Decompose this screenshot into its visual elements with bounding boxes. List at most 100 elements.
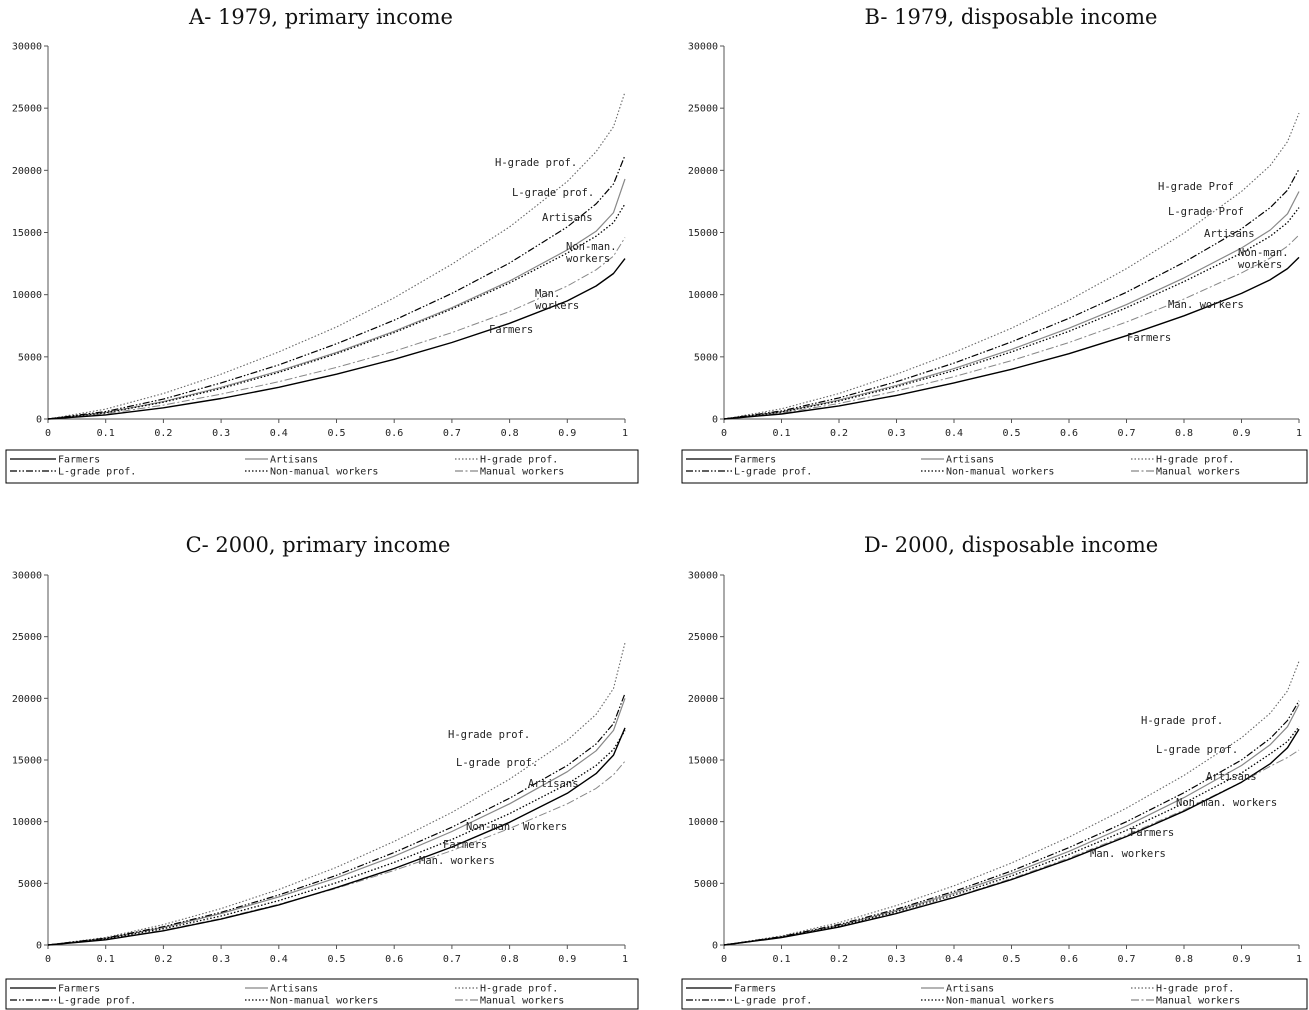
x-tick-label: 0.9 <box>558 428 576 439</box>
series-line-non-manual-workers <box>723 726 1300 946</box>
x-tick-label: 0.2 <box>154 954 172 965</box>
x-tick-label: 0.7 <box>443 954 461 965</box>
series-line-h-grade-prof <box>723 112 1300 420</box>
annotation-label-h-grade-prof: H-grade prof. <box>495 157 577 169</box>
series-line-h-grade-prof <box>47 91 626 420</box>
x-tick-label: 0.7 <box>1117 954 1135 965</box>
legend-label-l-grade-prof: L-grade prof. <box>58 996 136 1007</box>
series-line-l-grade-prof <box>47 155 626 420</box>
y-tick-label: 30000 <box>688 42 718 53</box>
series-line-artisans <box>723 704 1300 946</box>
annotation-label-artisans: Artisans <box>542 212 593 224</box>
annotation-label-non-manual-workers: Non-man. workers <box>1176 797 1277 809</box>
x-tick-label: 0.6 <box>1060 428 1078 439</box>
annotation-label-manual-workers: workers <box>535 300 579 312</box>
x-tick-label: 0.8 <box>1175 428 1193 439</box>
legend-frame <box>5 978 639 1010</box>
chart-title: A- 1979, primary income <box>188 5 453 29</box>
annotation-label-h-grade-prof: H-grade prof. <box>1141 715 1223 727</box>
series-line-non-manual-workers <box>47 730 626 946</box>
y-tick-label: 25000 <box>688 632 718 643</box>
y-tick-label: 20000 <box>12 166 42 177</box>
legend-label-h-grade-prof: H-grade prof. <box>480 455 558 466</box>
series-line-h-grade-prof <box>47 642 626 946</box>
series-line-artisans <box>47 698 626 946</box>
chart-panel-a: A- 1979, primary income 0 5000 10000 15000 20… <box>5 5 639 484</box>
y-tick-label: 10000 <box>12 817 42 828</box>
legend-label-manual-workers: Manual workers <box>1156 467 1240 478</box>
chart-panel-c: C- 2000, primary income 0 5000 10000 15000 20… <box>5 533 639 1010</box>
legend-frame <box>681 978 1308 1010</box>
x-tick-label: 0.5 <box>1002 954 1020 965</box>
legend-label-manual-workers: Manual workers <box>480 467 564 478</box>
legend-label-l-grade-prof: L-grade prof. <box>734 996 812 1007</box>
legend-frame <box>681 449 1308 484</box>
legend-label-non-manual-workers: Non-manual workers <box>946 467 1054 478</box>
series-line-artisans <box>723 191 1300 420</box>
x-tick-label: 1 <box>1296 954 1302 965</box>
legend-label-artisans: Artisans <box>270 455 318 466</box>
legend-label-manual-workers: Manual workers <box>1156 996 1240 1007</box>
annotation-label-artisans: Artisans <box>1206 771 1257 783</box>
x-tick-label: 0 <box>721 954 727 965</box>
legend-frame <box>5 449 639 484</box>
x-tick-label: 0.7 <box>1117 428 1135 439</box>
legend: Farmers Artisans H-grade prof. L-grade prof… <box>681 978 1308 1010</box>
annotation-label-farmers: Farmers <box>443 839 487 851</box>
y-tick-label: 15000 <box>12 756 42 767</box>
legend-label-farmers: Farmers <box>58 984 100 995</box>
series-line-farmers <box>47 258 626 420</box>
x-tick-label: 0.5 <box>1002 428 1020 439</box>
x-tick-label: 0.7 <box>443 428 461 439</box>
series-line-non-manual-workers <box>723 207 1300 420</box>
legend-label-l-grade-prof: L-grade prof. <box>734 467 812 478</box>
series-line-farmers <box>47 727 626 946</box>
annotation-label-non-manual-workers: Non-man. <box>566 241 617 253</box>
x-tick-label: 0.3 <box>887 954 905 965</box>
annotation-label-manual-workers: Man. workers <box>1168 299 1244 311</box>
annotation-label-non-manual-workers: Non-man. <box>1238 247 1289 259</box>
legend: Farmers Artisans H-grade prof. L-grade prof… <box>5 449 639 484</box>
legend-label-h-grade-prof: H-grade prof. <box>480 984 558 995</box>
x-tick-label: 0.2 <box>830 428 848 439</box>
y-tick-label: 15000 <box>688 228 718 239</box>
series-line-manual-workers <box>47 237 626 420</box>
y-tick-label: 15000 <box>12 228 42 239</box>
y-tick-label: 5000 <box>694 879 718 890</box>
chart-panel-d: D- 2000, disposable income 0 5000 10000 1500… <box>681 533 1308 1010</box>
annotation-label-h-grade-prof: H-grade prof. <box>448 729 530 741</box>
legend-label-manual-workers: Manual workers <box>480 996 564 1007</box>
x-tick-label: 0 <box>45 428 51 439</box>
x-tick-label: 0.8 <box>501 428 519 439</box>
legend-label-non-manual-workers: Non-manual workers <box>270 467 378 478</box>
x-tick-label: 0.4 <box>945 954 963 965</box>
annotation-label-non-manual-workers: workers <box>1238 259 1282 271</box>
x-tick-label: 0.2 <box>154 428 172 439</box>
annotation-label-farmers: Farmers <box>489 324 533 336</box>
y-tick-label: 20000 <box>688 694 718 705</box>
legend-label-artisans: Artisans <box>270 984 318 995</box>
x-tick-label: 0.5 <box>327 954 345 965</box>
annotation-label-l-grade-prof: L-grade prof. <box>456 757 538 769</box>
y-tick-label: 15000 <box>688 756 718 767</box>
y-tick-label: 25000 <box>12 104 42 115</box>
x-tick-label: 0.4 <box>270 428 288 439</box>
annotation-label-l-grade-prof: L-grade prof. <box>512 187 594 199</box>
legend-label-farmers: Farmers <box>734 455 776 466</box>
legend-label-non-manual-workers: Non-manual workers <box>270 996 378 1007</box>
series-line-farmers <box>723 728 1300 946</box>
x-tick-label: 0 <box>45 954 51 965</box>
y-tick-label: 5000 <box>18 352 42 363</box>
x-tick-label: 0.8 <box>1175 954 1193 965</box>
y-tick-label: 5000 <box>694 352 718 363</box>
chart-title: C- 2000, primary income <box>186 533 451 557</box>
annotation-label-farmers: Farmers <box>1130 827 1174 839</box>
x-tick-label: 0.9 <box>1232 428 1250 439</box>
y-tick-label: 0 <box>712 941 718 952</box>
annotation-label-l-grade-prof: L-grade prof. <box>1156 744 1238 756</box>
annotation-label-l-grade-prof: L-grade Prof <box>1168 206 1244 218</box>
annotation-label-non-manual-workers: workers <box>566 253 610 265</box>
x-tick-label: 0.6 <box>1060 954 1078 965</box>
x-tick-label: 1 <box>622 428 628 439</box>
x-tick-label: 0 <box>721 428 727 439</box>
